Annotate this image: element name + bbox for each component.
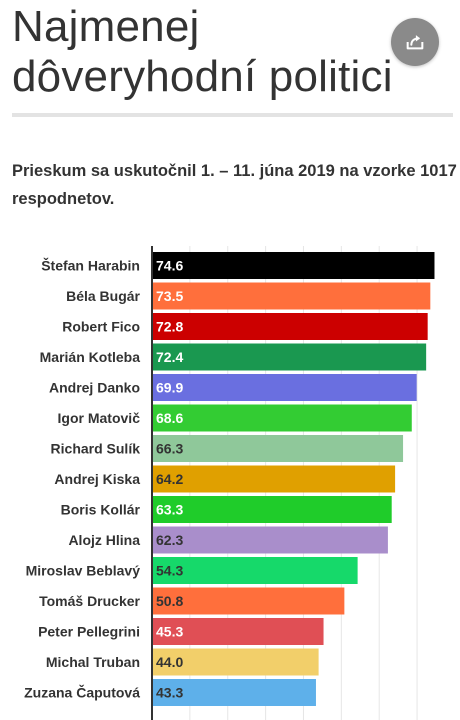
category-label: Andrej Kiska <box>54 471 140 487</box>
category-label: Miroslav Beblavý <box>26 563 141 579</box>
title-divider <box>12 113 453 117</box>
category-label: Boris Kollár <box>61 502 141 518</box>
value-label: 50.8 <box>156 593 183 609</box>
bar <box>152 435 404 462</box>
bar <box>152 526 388 554</box>
category-label: Alojz Hlina <box>68 532 140 548</box>
bar <box>152 313 428 340</box>
category-label: Andrej Danko <box>49 380 140 396</box>
bar <box>152 496 392 523</box>
value-label: 68.6 <box>156 410 183 426</box>
category-label: Béla Bugár <box>66 288 140 304</box>
value-label: 64.2 <box>156 471 183 487</box>
value-label: 72.4 <box>156 349 183 365</box>
bar <box>152 343 427 371</box>
bar <box>152 679 316 706</box>
category-label: Tomáš Drucker <box>39 593 140 609</box>
bar <box>152 587 345 615</box>
value-label: 74.6 <box>156 258 183 274</box>
page-title: Najmenej dôveryhodní politici <box>12 2 393 102</box>
share-icon <box>406 35 424 50</box>
value-label: 45.3 <box>156 624 183 640</box>
bar <box>152 252 435 279</box>
value-label: 63.3 <box>156 502 183 518</box>
category-label: Marián Kotleba <box>40 349 141 365</box>
chart-subtitle: Prieskum sa uskutočnil 1. – 11. júna 201… <box>12 162 457 208</box>
bar <box>152 282 431 310</box>
title-line-1: Najmenej <box>12 2 200 51</box>
bar <box>152 465 396 493</box>
title-line-2: dôveryhodní politici <box>12 52 393 101</box>
category-label: Štefan Harabin <box>41 257 140 274</box>
bar <box>152 648 319 676</box>
category-label: Michal Truban <box>46 654 140 670</box>
category-label: Robert Fico <box>62 319 140 335</box>
bar <box>152 404 412 432</box>
value-label: 44.0 <box>156 654 183 670</box>
category-label: Igor Matovič <box>58 410 141 426</box>
value-label: 54.3 <box>156 563 183 579</box>
value-label: 72.8 <box>156 319 183 335</box>
category-label: Richard Sulík <box>51 441 141 457</box>
value-label: 62.3 <box>156 532 183 548</box>
value-label: 69.9 <box>156 380 183 396</box>
category-label: Zuzana Čaputová <box>24 684 140 701</box>
share-button[interactable] <box>391 18 439 66</box>
bar <box>152 618 324 645</box>
category-label: Peter Pellegrini <box>38 624 140 640</box>
bar <box>152 374 417 401</box>
value-label: 66.3 <box>156 441 183 457</box>
bar-chart: Štefan Harabin 74.6 Béla Bugár 73.5 Robert F… <box>24 246 435 720</box>
value-label: 73.5 <box>156 288 183 304</box>
value-label: 43.3 <box>156 685 183 701</box>
bar <box>152 557 358 584</box>
